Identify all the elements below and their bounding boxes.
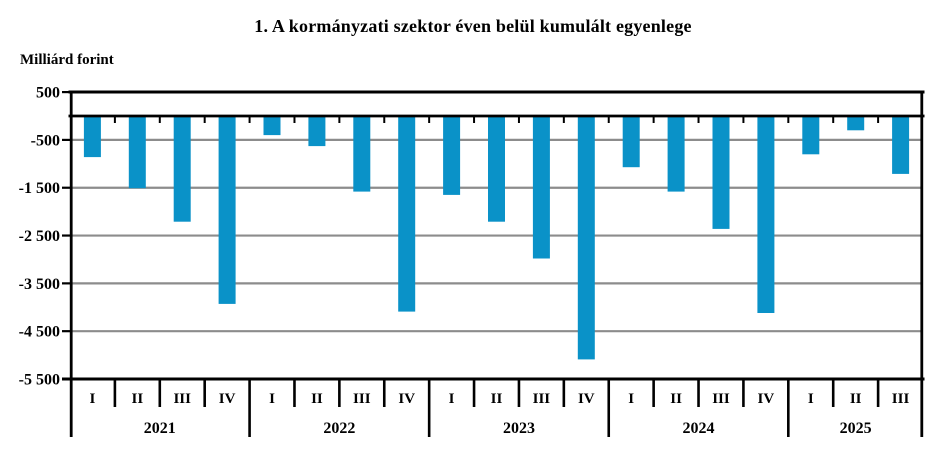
y-tick-label: -3 500: [19, 276, 60, 293]
quarter-label-2021-II: II: [131, 391, 143, 407]
bar-2025-II: [847, 116, 865, 131]
bar-2023-I: [443, 116, 461, 195]
bar-2021-II: [128, 116, 146, 189]
quarter-label-2022-III: III: [353, 391, 371, 407]
y-tick-label: -2 500: [19, 228, 60, 245]
quarter-label-2023-III: III: [533, 391, 551, 407]
bar-2022-II: [308, 116, 326, 147]
bar-2021-I: [83, 116, 101, 158]
y-tick-label: 500: [36, 85, 60, 102]
bar-2025-I: [802, 116, 820, 155]
y-tick-label: -500: [31, 132, 60, 149]
bar-2024-III: [712, 116, 730, 229]
quarter-label-2024-III: III: [712, 391, 730, 407]
bar-2023-III: [532, 116, 550, 259]
bar-2025-III: [892, 116, 910, 174]
quarter-label-2022-II: II: [311, 391, 323, 407]
bar-2021-IV: [218, 116, 236, 304]
quarter-label-2025-III: III: [892, 391, 910, 407]
quarter-label-2022-IV: IV: [398, 391, 415, 407]
bar-2024-I: [622, 116, 640, 168]
y-tick-label: -1 500: [19, 180, 60, 197]
bar-2023-IV: [577, 116, 595, 360]
quarter-label-2021-IV: IV: [219, 391, 236, 407]
quarter-label-2022-I: I: [269, 391, 275, 407]
year-label-2023: 2023: [503, 420, 535, 437]
bar-2023-II: [488, 116, 505, 222]
y-tick-label: -4 500: [19, 324, 60, 341]
year-label-2021: 2021: [144, 420, 176, 437]
chart-title: 1. A kormányzati szektor éven belül kumu…: [254, 16, 692, 36]
quarter-label-2025-I: I: [808, 391, 814, 407]
bar-2024-II: [667, 116, 685, 192]
quarter-label-2024-IV: IV: [758, 391, 775, 407]
quarter-label-2025-II: II: [850, 391, 862, 407]
bar-2022-IV: [398, 116, 416, 312]
quarter-label-2023-IV: IV: [578, 391, 595, 407]
year-label-2022: 2022: [323, 420, 355, 437]
bar-2022-III: [353, 116, 371, 192]
bar-2024-IV: [757, 116, 775, 313]
year-label-2024: 2024: [683, 420, 715, 437]
quarter-label-2024-I: I: [628, 391, 634, 407]
quarter-label-2023-II: II: [491, 391, 503, 407]
bar-2022-I: [263, 116, 281, 136]
bar-2021-III: [173, 116, 191, 222]
quarter-label-2023-I: I: [449, 391, 455, 407]
year-label-2025: 2025: [840, 420, 872, 437]
y-tick-label: -5 500: [19, 372, 60, 389]
quarter-label-2024-II: II: [670, 391, 682, 407]
quarter-label-2021-I: I: [90, 391, 96, 407]
quarter-label-2021-III: III: [173, 391, 191, 407]
y-axis-unit-label: Milliárd forint: [20, 52, 114, 68]
